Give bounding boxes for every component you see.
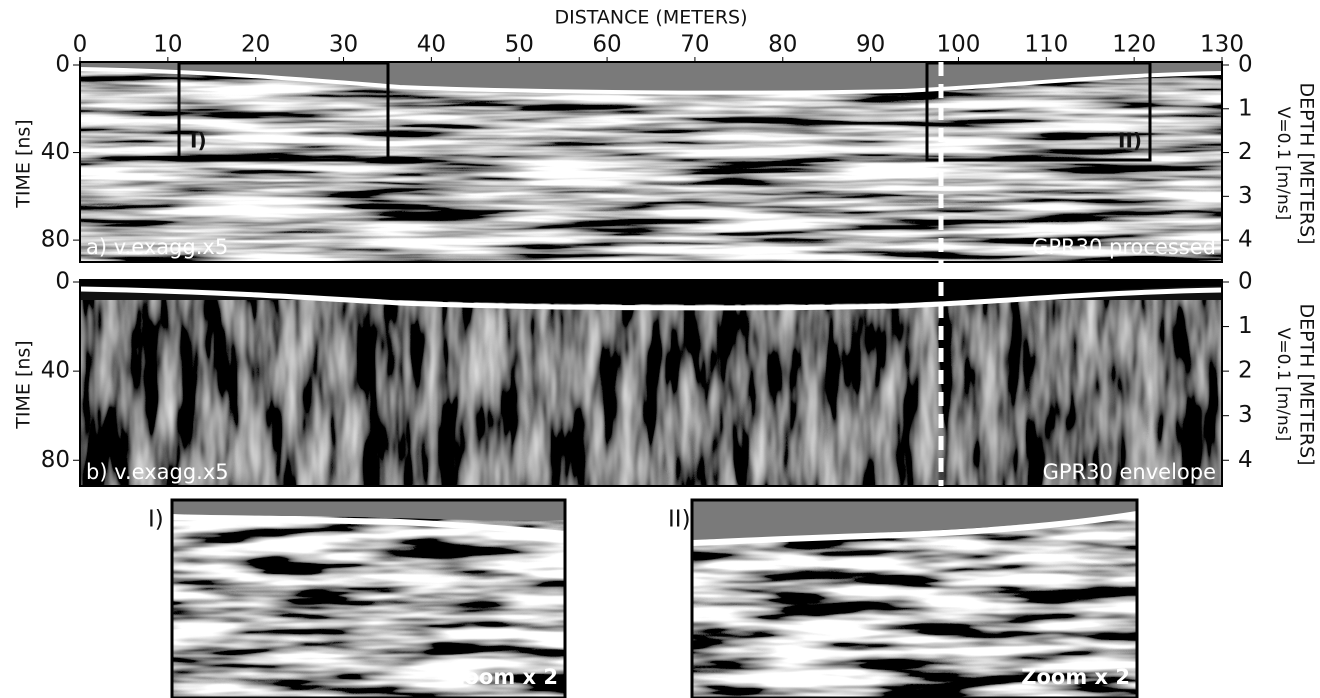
x-tick-label: 20 <box>241 32 270 58</box>
y2-tick-label: 1 <box>1238 313 1253 339</box>
panel-caption: GPR30 envelope <box>1043 460 1216 484</box>
x-tick-label: 80 <box>768 32 797 58</box>
panel-label: a) v.exagg.x5 <box>86 235 228 259</box>
x-tick-label: 0 <box>73 32 88 58</box>
x-tick-label: 100 <box>937 32 981 58</box>
y-tick-label: 0 <box>55 269 70 295</box>
y2-axis-subtitle: V=0.1 [m/ns] <box>1273 328 1293 442</box>
box-label: I) <box>190 129 207 153</box>
y-tick-label: 80 <box>41 227 70 253</box>
x-tick-label: 110 <box>1024 32 1068 58</box>
y-tick-label: 40 <box>41 139 70 165</box>
panel-b-image <box>79 279 1223 487</box>
y2-tick-label: 2 <box>1238 139 1253 165</box>
y2-tick-label: 1 <box>1238 95 1253 121</box>
panel-caption: GPR30 processed <box>1032 235 1216 259</box>
y-axis-title: TIME [ns] <box>13 119 35 208</box>
y2-axis-title: DEPTH [METERS] <box>1296 303 1318 465</box>
zoom-box <box>177 61 390 162</box>
x-tick-label: 60 <box>592 32 621 58</box>
x-tick-label: 130 <box>1200 32 1244 58</box>
zoom-panel <box>170 498 567 698</box>
y2-axis-title: DEPTH [METERS] <box>1296 82 1318 244</box>
x-tick-label: 10 <box>153 32 182 58</box>
x-tick-label: 40 <box>417 32 446 58</box>
y-tick-label: 0 <box>55 52 70 78</box>
y2-tick-label: 4 <box>1238 227 1253 253</box>
y-tick-label: 80 <box>41 447 70 473</box>
y-axis-title: TIME [ns] <box>13 340 35 429</box>
y2-tick-label: 3 <box>1238 183 1253 209</box>
zoom-panel <box>690 498 1139 698</box>
x-axis-title: DISTANCE (METERS) <box>554 7 747 29</box>
y-tick-label: 40 <box>41 358 70 384</box>
box-label: II) <box>1118 129 1142 153</box>
x-tick-label: 90 <box>856 32 885 58</box>
x-tick-label: 120 <box>1112 32 1156 58</box>
y2-tick-label: 0 <box>1238 52 1253 78</box>
y2-tick-label: 2 <box>1238 358 1253 384</box>
x-tick-label: 30 <box>329 32 358 58</box>
y2-tick-label: 4 <box>1238 447 1253 473</box>
x-tick-label: 70 <box>680 32 709 58</box>
panel-a-image <box>79 61 1223 263</box>
y2-tick-label: 0 <box>1238 269 1253 295</box>
panel-label: b) v.exagg.x5 <box>86 460 229 484</box>
y2-tick-label: 3 <box>1238 402 1253 428</box>
zoom-box <box>925 61 1152 162</box>
zoom-note: Zoom x 2 <box>1021 665 1130 689</box>
zoom-label: I) <box>148 507 164 533</box>
zoom-label: II) <box>668 507 691 533</box>
zoom-note: Zoom x 2 <box>449 665 558 689</box>
x-tick-label: 50 <box>505 32 534 58</box>
y2-axis-subtitle: V=0.1 [m/ns] <box>1273 107 1293 221</box>
